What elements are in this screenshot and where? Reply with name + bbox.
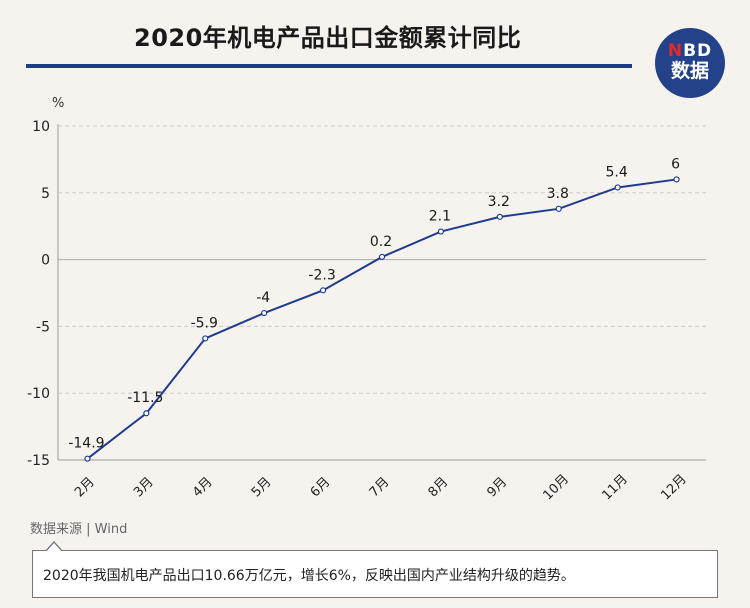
data-label: 5.4 — [606, 164, 628, 180]
data-label: 0.2 — [370, 234, 392, 250]
data-point — [378, 253, 386, 261]
annotation-box: 2020年我国机电产品出口10.66万亿元，增长6%，反映出国内产业结构升级的趋… — [32, 541, 718, 598]
x-tick-label: 6月 — [308, 475, 334, 501]
y-tick-label: -15 — [27, 453, 50, 469]
x-tick-label: 12月 — [658, 472, 689, 503]
x-tick-label: 3月 — [131, 475, 157, 501]
line-chart: %10 5 0 -5 -10 -15 2月 3月 4月 5月 6月 7月 8月 9月 10月 11月 12月 -1… — [27, 96, 706, 503]
data-label: -14.9 — [68, 436, 104, 452]
data-point — [319, 287, 327, 294]
data-label: -5.9 — [191, 315, 218, 331]
y-tick-label: 10 — [32, 119, 50, 135]
data-point — [202, 335, 209, 342]
data-point — [143, 410, 150, 417]
annotation-text: 2020年我国机电产品出口10.66万亿元，增长6%，反映出国内产业结构升级的趋… — [43, 568, 575, 584]
data-label: 2.1 — [429, 209, 451, 225]
chart-title: 2020年机电产品出口金额累计同比 — [134, 24, 522, 52]
y-tick-label: -5 — [36, 319, 50, 335]
x-tick-label: 7月 — [367, 475, 393, 501]
data-label: 3.8 — [547, 186, 569, 202]
y-tick-label: 5 — [41, 186, 50, 202]
data-label: 6 — [671, 156, 680, 172]
data-point — [496, 213, 503, 220]
x-tick-label: 11月 — [599, 472, 630, 503]
data-label: 3.2 — [488, 194, 510, 210]
x-tick-label: 5月 — [249, 475, 275, 501]
x-tick-label: 9月 — [485, 475, 511, 501]
data-label: -11.5 — [127, 390, 163, 406]
x-tick-label: 10月 — [541, 472, 572, 503]
data-point — [84, 455, 91, 462]
source-note: 数据来源 | Wind — [30, 522, 128, 537]
x-tick-label: 8月 — [426, 475, 452, 501]
data-label: -2.3 — [308, 267, 335, 283]
y-axis-unit: % — [52, 96, 64, 111]
data-label: -4 — [256, 290, 270, 306]
title-underline — [26, 64, 632, 68]
x-tick-label: 4月 — [190, 475, 216, 501]
data-point — [261, 309, 268, 317]
y-tick-label: -10 — [27, 386, 50, 402]
data-point — [614, 184, 621, 191]
x-tick-label: 2月 — [72, 475, 98, 501]
data-point — [673, 176, 680, 183]
y-tick-label: 0 — [41, 253, 50, 269]
data-point — [555, 205, 562, 212]
nbd-logo: NBD 数据 — [655, 28, 725, 98]
data-point — [437, 228, 445, 235]
series-line — [86, 178, 677, 460]
